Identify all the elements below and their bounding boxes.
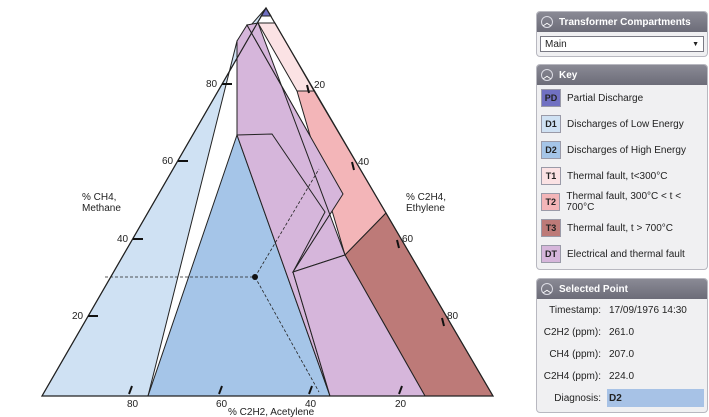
- guide-line-c2h2: [254, 276, 320, 393]
- c2h4-axis-label-line2: Ethylene: [406, 203, 445, 214]
- ch4-row: CH4 (ppm): 207.0: [537, 343, 707, 365]
- left-tick-label-40: 40: [117, 234, 129, 245]
- key-item-pd: PD Partial Discharge: [537, 85, 707, 111]
- compartment-select[interactable]: Main ▼: [540, 36, 704, 52]
- key-header[interactable]: ︿ Key: [537, 65, 707, 85]
- bottom-tick-label-80: 80: [127, 399, 139, 410]
- compartments-title: Transformer Compartments: [559, 16, 691, 28]
- key-item-d1: D1 Discharges of Low Energy: [537, 111, 707, 137]
- t1-swatch: T1: [541, 167, 561, 185]
- selected-point-title: Selected Point: [559, 283, 628, 295]
- dt-swatch: DT: [541, 245, 561, 263]
- timestamp-label: Timestamp:: [549, 304, 601, 316]
- right-tick-label-20: 20: [314, 80, 326, 91]
- diagnosis-label: Diagnosis:: [554, 392, 601, 404]
- key-item-dt: DT Electrical and thermal fault: [537, 241, 707, 267]
- key-item-d2: D2 Discharges of High Energy: [537, 137, 707, 163]
- key-item-label: Thermal fault, t > 700°C: [567, 222, 673, 234]
- right-tick-label-40: 40: [358, 157, 370, 168]
- ch4-axis-label-line2: Methane: [82, 203, 121, 214]
- ch4-value: 207.0: [609, 348, 635, 360]
- key-title: Key: [559, 69, 578, 81]
- guide-line-c2h4: [254, 168, 320, 278]
- diagnosis-row: Diagnosis: D2: [537, 387, 707, 409]
- key-item-label: Discharges of High Energy: [567, 144, 686, 156]
- c2h2-row: C2H2 (ppm): 261.0: [537, 321, 707, 343]
- left-axis-ticks: [88, 83, 232, 317]
- key-item-t2: T2 Thermal fault, 300°C < t < 700°C: [537, 189, 707, 215]
- c2h2-label: C2H2 (ppm):: [543, 326, 601, 338]
- c2h2-axis-label: % C2H2, Acetylene: [228, 407, 315, 417]
- key-item-label: Thermal fault, t<300°C: [567, 170, 668, 182]
- d1-swatch: D1: [541, 115, 561, 133]
- ch4-axis-label: % CH4,: [82, 192, 116, 203]
- right-tick-label-80: 80: [447, 311, 459, 322]
- c2h4-label: C2H4 (ppm):: [543, 370, 601, 382]
- c2h4-value: 224.0: [609, 370, 635, 382]
- duval-triangle-chart[interactable]: 20 40 60 80 20 40 60 80 80 60 40 20 % CH…: [0, 0, 530, 417]
- t3-swatch: T3: [541, 219, 561, 237]
- left-tick-label-60: 60: [162, 156, 174, 167]
- key-item-label: Discharges of Low Energy: [567, 118, 684, 130]
- d2-swatch: D2: [541, 141, 561, 159]
- pd-swatch: PD: [541, 89, 561, 107]
- bottom-tick-label-40: 40: [305, 399, 317, 410]
- collapse-chevron-icon[interactable]: ︿: [541, 283, 553, 295]
- c2h4-axis-label: % C2H4,: [406, 192, 446, 203]
- left-tick-label-80: 80: [206, 79, 218, 90]
- t2-swatch: T2: [541, 193, 561, 211]
- key-item-t3: T3 Thermal fault, t > 700°C: [537, 215, 707, 241]
- collapse-chevron-icon[interactable]: ︿: [541, 16, 553, 28]
- key-item-t1: T1 Thermal fault, t<300°C: [537, 163, 707, 189]
- ch4-label: CH4 (ppm):: [549, 348, 601, 360]
- compartments-header[interactable]: ︿ Transformer Compartments: [537, 12, 707, 32]
- compartment-select-value: Main: [545, 38, 567, 50]
- selected-point-header[interactable]: ︿ Selected Point: [537, 279, 707, 299]
- collapse-chevron-icon[interactable]: ︿: [541, 69, 553, 81]
- key-panel: ︿ Key PD Partial Discharge D1 Discharges…: [536, 64, 708, 270]
- left-tick-label-20: 20: [72, 311, 84, 322]
- timestamp-row: Timestamp: 17/09/1976 14:30: [537, 299, 707, 321]
- right-tick-label-60: 60: [402, 234, 414, 245]
- transformer-compartments-panel: ︿ Transformer Compartments Main ▼: [536, 11, 708, 57]
- timestamp-value: 17/09/1976 14:30: [609, 304, 687, 316]
- key-item-label: Electrical and thermal fault: [567, 248, 685, 260]
- c2h4-row: C2H4 (ppm): 224.0: [537, 365, 707, 387]
- key-item-label: Thermal fault, 300°C < t < 700°C: [566, 191, 682, 213]
- dropdown-arrow-icon[interactable]: ▼: [692, 40, 699, 48]
- c2h2-value: 261.0: [609, 326, 635, 338]
- key-item-label: Partial Discharge: [567, 92, 644, 104]
- triangle-outline: [40, 6, 495, 397]
- bottom-axis-ticks: [128, 385, 403, 395]
- diagnosis-value: D2: [607, 389, 704, 407]
- selected-point-panel: ︿ Selected Point Timestamp: 17/09/1976 1…: [536, 278, 708, 413]
- bottom-tick-label-60: 60: [216, 399, 228, 410]
- selected-point-marker[interactable]: [252, 274, 258, 280]
- bottom-tick-label-20: 20: [395, 399, 407, 410]
- right-axis-ticks: [306, 84, 445, 327]
